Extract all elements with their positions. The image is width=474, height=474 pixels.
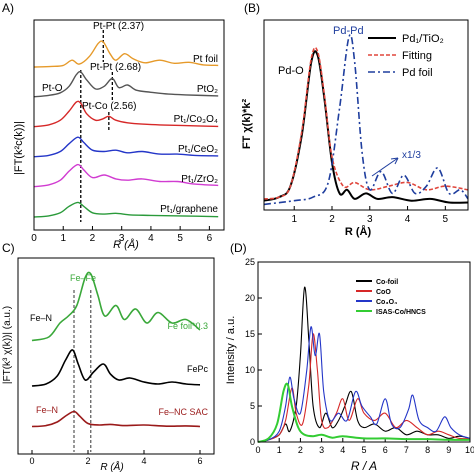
- panel-c-xtick-label: 4: [141, 456, 146, 466]
- panel-b-annotation-x13: x1/3: [402, 150, 421, 161]
- panel-a-frame: [33, 19, 225, 231]
- panel-a-series-label-pto: PtO₂: [197, 84, 218, 95]
- panel-a-xtick-label: 4: [148, 233, 154, 244]
- panel-d-legend-label-co-o: Co₃O₄: [376, 299, 397, 306]
- panel-b-ylabel: FT χ(k)*k²: [241, 99, 253, 150]
- panel-b-legend-label-fitting: Fitting: [402, 50, 432, 62]
- panel-a-series-pt-graphene: [33, 201, 219, 218]
- panel-d-xtick-label: 5: [361, 445, 366, 455]
- panel-c-annotation-fe-n-sac: Fe–N: [36, 405, 58, 415]
- panel-d-label: (D): [230, 241, 247, 255]
- panel-c-ylabel: |FT(k³ χ(k))| (a.u.): [2, 306, 13, 384]
- panel-b-series-fitting: [263, 46, 469, 200]
- panel-c-xtick-label: 0: [29, 456, 34, 466]
- panel-c-xlabel: R (Å): [100, 460, 123, 473]
- panel-d-legend: Co-foil CoO Co₃O₄ ISAS-Co/HNCS: [356, 279, 426, 316]
- panel-a-annotation-pt-pt-237: Pt-Pt (2.37): [93, 21, 144, 32]
- panel-c-xtick-label: 6: [197, 456, 202, 466]
- panel-b-legend-label-pd-tio: Pd₁/TiO₂: [402, 33, 444, 45]
- panel-c-series-fepc: [31, 349, 201, 387]
- panel-d: (D) Intensity / a.u. R / A 0 1 2 3 4 5 6 7 8 9 10 0…: [225, 241, 474, 473]
- panel-c-frame: [17, 257, 215, 455]
- panel-d-xtick-label: 0: [255, 445, 260, 455]
- panel-a-series-label-pt-foil: Pt foil: [193, 54, 218, 65]
- panel-d-xtick-label: 9: [446, 445, 451, 455]
- panel-c-annotation-fe-fe: Fe–Fe: [70, 273, 96, 283]
- panel-a-series-label-pt-ceo: Pt₁/CeO₂: [178, 144, 218, 155]
- panel-d-ytick-label: 15: [245, 329, 255, 339]
- panel-b-label: (B): [244, 1, 260, 15]
- panel-c-series-label-fepc: FePc: [187, 364, 209, 374]
- panel-a-series-pt-zro: [33, 163, 219, 188]
- panel-a-ylabel: |FT(k²c(k))|: [13, 121, 25, 175]
- panel-d-xtick-label: 6: [383, 445, 388, 455]
- panel-a-annotation-pt-o: Pt-O: [42, 83, 63, 94]
- panel-a: A) |FT(k²c(k))| R (Å) 0 1 2 3 4 5 6 Pt foil PtO…: [2, 1, 225, 251]
- panel-b-xtick-label: 2: [329, 214, 335, 225]
- panel-b-annotation-pd-o: Pd-O: [278, 65, 304, 77]
- panel-d-ytick-label: 20: [245, 293, 255, 303]
- panel-d-xtick-label: 8: [425, 445, 430, 455]
- panel-d-legend-label-isas-co-hncs: ISAS-Co/HNCS: [376, 309, 426, 316]
- panel-d-series-coo: [257, 333, 471, 443]
- panel-b-xtick-label: 1: [291, 214, 297, 225]
- panel-d-xtick-label: 7: [404, 445, 409, 455]
- panel-b-xtick-label: 3: [367, 214, 373, 225]
- panel-d-frame: [257, 261, 471, 443]
- panel-d-series-co-o: [257, 326, 471, 443]
- panel-a-xlabel: R (Å): [113, 238, 139, 251]
- panel-c-annotation-fe-n: Fe–N: [30, 313, 52, 323]
- panel-b-xtick-label: 5: [443, 214, 449, 225]
- panel-d-xtick-label: 1: [277, 445, 282, 455]
- panel-a-series-pt-ceo: [33, 136, 219, 158]
- panel-d-series-isas-co-hncs: [257, 382, 471, 443]
- panel-d-legend-label-co-foil: Co-foil: [376, 279, 398, 286]
- panel-a-xtick-label: 2: [90, 233, 96, 244]
- panel-a-annotation-pt-pt-268: Pt-Pt (2.68): [90, 62, 141, 73]
- panel-a-xtick-label: 5: [177, 233, 183, 244]
- panel-d-ytick-label: 25: [245, 257, 255, 267]
- panel-c-series-fe-nc-sac: [31, 410, 201, 428]
- panel-d-xlabel: R / A: [351, 459, 377, 473]
- panel-a-xtick-label: 0: [31, 233, 37, 244]
- panel-a-series-pto: [33, 70, 219, 98]
- panel-a-series-label-pt-zro: Pt₁/ZrO₂: [181, 174, 218, 185]
- panel-a-xtick-label: 3: [119, 233, 125, 244]
- panel-b-annotation-arrow: [371, 157, 399, 177]
- panel-c-series-label-fe-nc-sac: Fe–NC SAC: [158, 407, 208, 417]
- panel-b-frame: [263, 19, 469, 211]
- panel-d-ylabel: Intensity / a.u.: [225, 316, 237, 384]
- panel-a-series-label-pt-graphene: Pt₁/graphene: [160, 204, 218, 215]
- panel-d-xtick-label: 2: [298, 445, 303, 455]
- panel-a-series-pt-foil: [33, 40, 219, 68]
- panel-d-xtick-label: 4: [340, 445, 345, 455]
- panel-b-annotation-pd-pd: Pd-Pd: [333, 25, 364, 37]
- panel-a-series-pt-co-o: [33, 100, 219, 128]
- panel-c-xtick-label: 2: [85, 456, 90, 466]
- panel-d-xtick-label: 3: [319, 445, 324, 455]
- panel-c-series-fe-foil-0-3: [31, 271, 201, 342]
- panel-d-ytick-label: 10: [245, 365, 255, 375]
- panel-a-annotation-pt-co: Pt-Co (2.56): [82, 101, 136, 112]
- panel-d-legend-label-coo: CoO: [376, 289, 391, 296]
- panel-a-label: A): [2, 1, 14, 15]
- panel-c-label: C): [2, 241, 15, 255]
- panel-d-ytick-label: 0: [250, 437, 255, 447]
- panel-b-legend: Pd₁/TiO₂ Fitting Pd foil: [368, 33, 444, 79]
- panel-b: (B) FT χ(k)*k² R (Å) 1 2 3 4 5 Pd-O Pd-Pd x1…: [241, 1, 469, 238]
- panel-b-xlabel: R (Å): [345, 225, 372, 238]
- panel-a-series-label-pt-co-o: Pt₁/Co₃O₄: [174, 114, 218, 125]
- panel-a-xtick-label: 1: [60, 233, 66, 244]
- panel-d-xtick-label: 10: [465, 445, 474, 455]
- panel-c-series-label-fe-foil-0-3: Fe foil*0.3: [167, 321, 208, 331]
- panel-b-xtick-label: 4: [405, 214, 411, 225]
- panel-d-ytick-label: 5: [250, 401, 255, 411]
- panel-b-annotation-arrowhead: [390, 157, 399, 165]
- panel-b-series-pd-foil: [263, 34, 469, 206]
- panel-c: C) |FT(k³ χ(k))| (a.u.) R (Å) 0 2 4 6 Fe fo…: [2, 241, 215, 473]
- panel-b-legend-label-pd-foil: Pd foil: [402, 67, 433, 79]
- panel-a-xtick-label: 6: [207, 233, 213, 244]
